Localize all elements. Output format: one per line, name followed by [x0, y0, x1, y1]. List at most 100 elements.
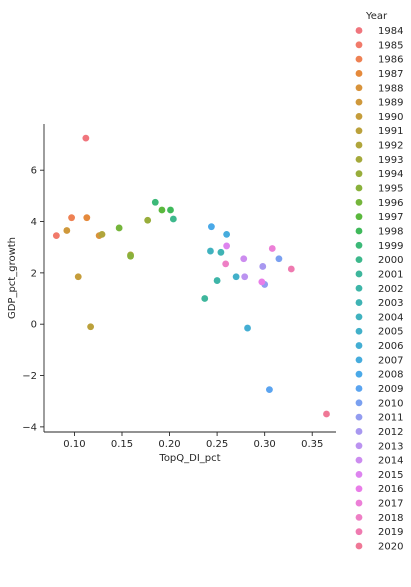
legend-marker [355, 471, 363, 478]
legend-label: 1995 [378, 184, 403, 195]
legend-marker [355, 170, 363, 178]
data-point [52, 232, 60, 240]
legend-label: 1987 [378, 69, 403, 80]
legend-marker [355, 513, 363, 521]
legend-label: 2015 [378, 470, 403, 481]
legend-marker [355, 155, 363, 163]
data-point [74, 273, 82, 281]
data-point [258, 278, 266, 286]
plot-area: 0.10 0.15 0.20 0.25 0.30 0.35 −4 −2 0 2 4 6 [22, 124, 336, 450]
x-tick-label: 0.15 [111, 439, 133, 450]
data-point [275, 255, 283, 263]
data-point [268, 245, 276, 252]
data-point [63, 227, 71, 234]
data-points [52, 134, 330, 418]
x-tick-label: 0.20 [158, 439, 180, 450]
legend-marker [355, 141, 363, 149]
legend-label: 2020 [378, 542, 403, 553]
legend-marker [355, 370, 363, 378]
legend-label: 1988 [378, 83, 403, 94]
legend-label: 2002 [378, 284, 403, 295]
legend-marker [355, 399, 363, 407]
legend-label: 2019 [378, 527, 403, 538]
legend-marker [355, 327, 363, 335]
legend-marker [355, 113, 363, 120]
legend-label: 1994 [378, 169, 403, 180]
data-point [98, 230, 106, 238]
legend-label: 1986 [378, 55, 403, 66]
legend-marker [355, 342, 363, 349]
legend-label: 1996 [378, 198, 403, 209]
legend-label: 2016 [378, 484, 403, 495]
legend-marker [355, 227, 363, 235]
legend-label: 1985 [378, 40, 403, 51]
legend: Year 1984 1985 1986 1987 1988 1989 1990 1991 199… [355, 11, 403, 553]
data-point [223, 242, 231, 250]
data-point [217, 248, 225, 256]
x-tick-label: 0.10 [63, 439, 85, 450]
legend-marker [355, 127, 363, 135]
legend-marker [355, 84, 363, 92]
legend-label: 2004 [378, 312, 403, 323]
legend-marker [355, 313, 363, 321]
legend-marker [355, 98, 363, 106]
data-point [82, 134, 90, 142]
x-tick-label: 0.25 [206, 439, 228, 450]
y-axis-label: GDP_pct_growth [7, 237, 18, 319]
legend-label: 1990 [378, 112, 403, 123]
data-point [167, 206, 174, 214]
y-tick-label: 4 [31, 217, 37, 228]
legend-label: 2006 [378, 341, 403, 352]
data-point [266, 386, 273, 394]
legend-label: 1993 [378, 155, 403, 166]
legend-marker [355, 41, 363, 49]
data-point [208, 223, 215, 231]
legend-marker [355, 299, 363, 306]
legend-label: 2010 [378, 398, 403, 409]
data-point [158, 206, 166, 214]
legend-label: 2013 [378, 441, 403, 452]
legend-label: 1997 [378, 212, 403, 223]
data-point [68, 214, 75, 222]
legend-label: 2009 [378, 384, 403, 395]
legend-label: 2000 [378, 255, 403, 266]
legend-label: 2007 [378, 355, 403, 366]
data-point [259, 263, 267, 270]
legend-marker [355, 213, 363, 221]
data-point [244, 324, 251, 332]
data-point [222, 260, 230, 268]
y-tick-label: −2 [22, 371, 37, 382]
legend-marker [355, 270, 363, 278]
legend-items: 1984 1985 1986 1987 1988 1989 1990 1991 1992 1993… [355, 26, 403, 553]
legend-marker [355, 528, 363, 536]
legend-marker [355, 256, 363, 264]
data-point [87, 323, 95, 331]
legend-label: 2003 [378, 298, 403, 309]
legend-label: 1991 [378, 126, 403, 137]
legend-marker [355, 55, 363, 63]
x-tick-label: 0.35 [301, 439, 323, 450]
y-tick-label: 0 [31, 320, 37, 331]
data-point [213, 277, 221, 284]
legend-label: 1998 [378, 226, 403, 237]
legend-label: 2017 [378, 499, 403, 510]
y-ticks: −4 −2 0 2 4 6 [22, 166, 44, 433]
legend-label: 2001 [378, 269, 403, 280]
legend-label: 2018 [378, 513, 403, 524]
legend-label: 1992 [378, 141, 403, 152]
data-point [240, 255, 248, 263]
legend-marker [355, 184, 363, 192]
legend-label: 1999 [378, 241, 403, 252]
legend-marker [355, 456, 363, 464]
legend-marker [355, 499, 363, 507]
x-ticks: 0.10 0.15 0.20 0.25 0.30 0.35 [63, 432, 323, 450]
data-point [287, 265, 295, 273]
legend-marker [355, 284, 363, 292]
x-tick-label: 0.30 [254, 439, 276, 450]
data-point [115, 224, 123, 232]
data-point [144, 216, 152, 224]
legend-marker [355, 27, 363, 34]
legend-marker [355, 442, 363, 450]
y-tick-label: −4 [22, 422, 37, 433]
